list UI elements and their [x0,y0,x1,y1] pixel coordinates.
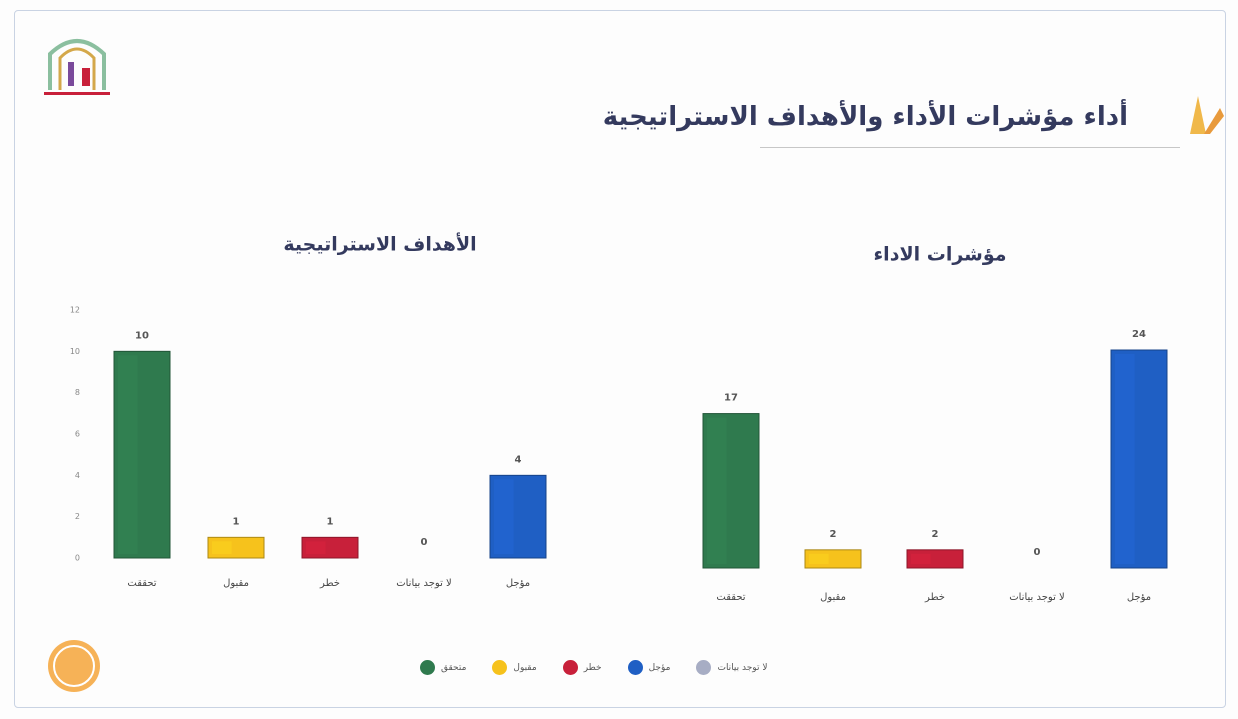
value-label: 17 [724,393,738,404]
x-tick-label: مقبول [223,578,249,589]
y-tick-label: 8 [75,388,80,397]
slide-title: أداء مؤشرات الأداء والأهداف الاستراتيجية [602,102,1128,132]
frame [14,10,1226,708]
bar [906,549,964,569]
x-tick-label: لا توجد بيانات [1009,592,1065,603]
bar [489,474,547,559]
bar [301,536,359,559]
value-label: 0 [421,537,428,548]
x-tick-label: لا توجد بيانات [396,578,452,589]
x-tick-label: خطر [319,578,340,589]
value-label: 10 [135,330,149,341]
logo [44,39,110,95]
value-label: 4 [515,454,522,465]
bar [1110,349,1168,569]
y-tick-label: 6 [75,430,80,439]
chart-title: مؤشرات الاداء [873,244,1006,266]
footer-logo [48,640,100,692]
legend-item: متحقق [420,660,466,675]
x-tick-label: تحققت [716,592,745,603]
legend-item: خطر [562,660,602,675]
legend-item: مقبول [492,660,537,675]
bar [804,549,862,569]
value-label: 1 [233,516,240,527]
x-tick-label: خطر [924,592,945,603]
legend-swatch [420,660,435,675]
bar [702,413,760,569]
bar [207,536,265,559]
bar-highlight [212,541,232,554]
legend-swatch [696,660,712,675]
y-tick-label: 10 [70,347,80,356]
bar [113,350,171,559]
legend-label: مقبول [513,662,537,673]
y-tick-label: 12 [70,306,80,315]
bar-highlight [1115,354,1135,564]
legend-item: مؤجل [627,660,671,675]
bar-highlight [118,355,138,554]
title-icon [1190,96,1224,134]
legend: متحقق مقبول خطر مؤجل لا توجد بيانات [420,660,767,675]
value-label: 2 [932,529,939,540]
legend-swatch [562,660,578,675]
y-tick-label: 0 [75,554,80,563]
bar-highlight [809,553,829,564]
y-tick-label: 2 [75,512,80,521]
value-label: 1 [327,516,334,527]
x-tick-label: تحققت [127,578,156,589]
legend-label: متحقق [441,662,467,673]
legend-label: مؤجل [648,662,671,673]
legend-label: لا توجد بيانات [717,662,768,673]
legend-label: خطر [583,662,602,673]
bar-highlight [707,417,727,564]
chart-title: الأهداف الاستراتيجية [283,233,476,256]
value-label: 2 [830,529,837,540]
legend-item: لا توجد بيانات [696,660,767,675]
value-label: 0 [1034,547,1041,558]
x-tick-label: مؤجل [1127,592,1151,603]
value-label: 24 [1132,329,1146,340]
legend-swatch [492,660,508,675]
bar-highlight [494,479,514,554]
x-tick-label: مؤجل [506,578,530,589]
y-tick-label: 4 [75,471,80,480]
x-tick-label: مقبول [820,592,846,603]
bar-highlight [306,541,326,554]
bar-highlight [911,553,931,564]
legend-swatch [627,660,643,675]
title-rule [760,147,1180,148]
